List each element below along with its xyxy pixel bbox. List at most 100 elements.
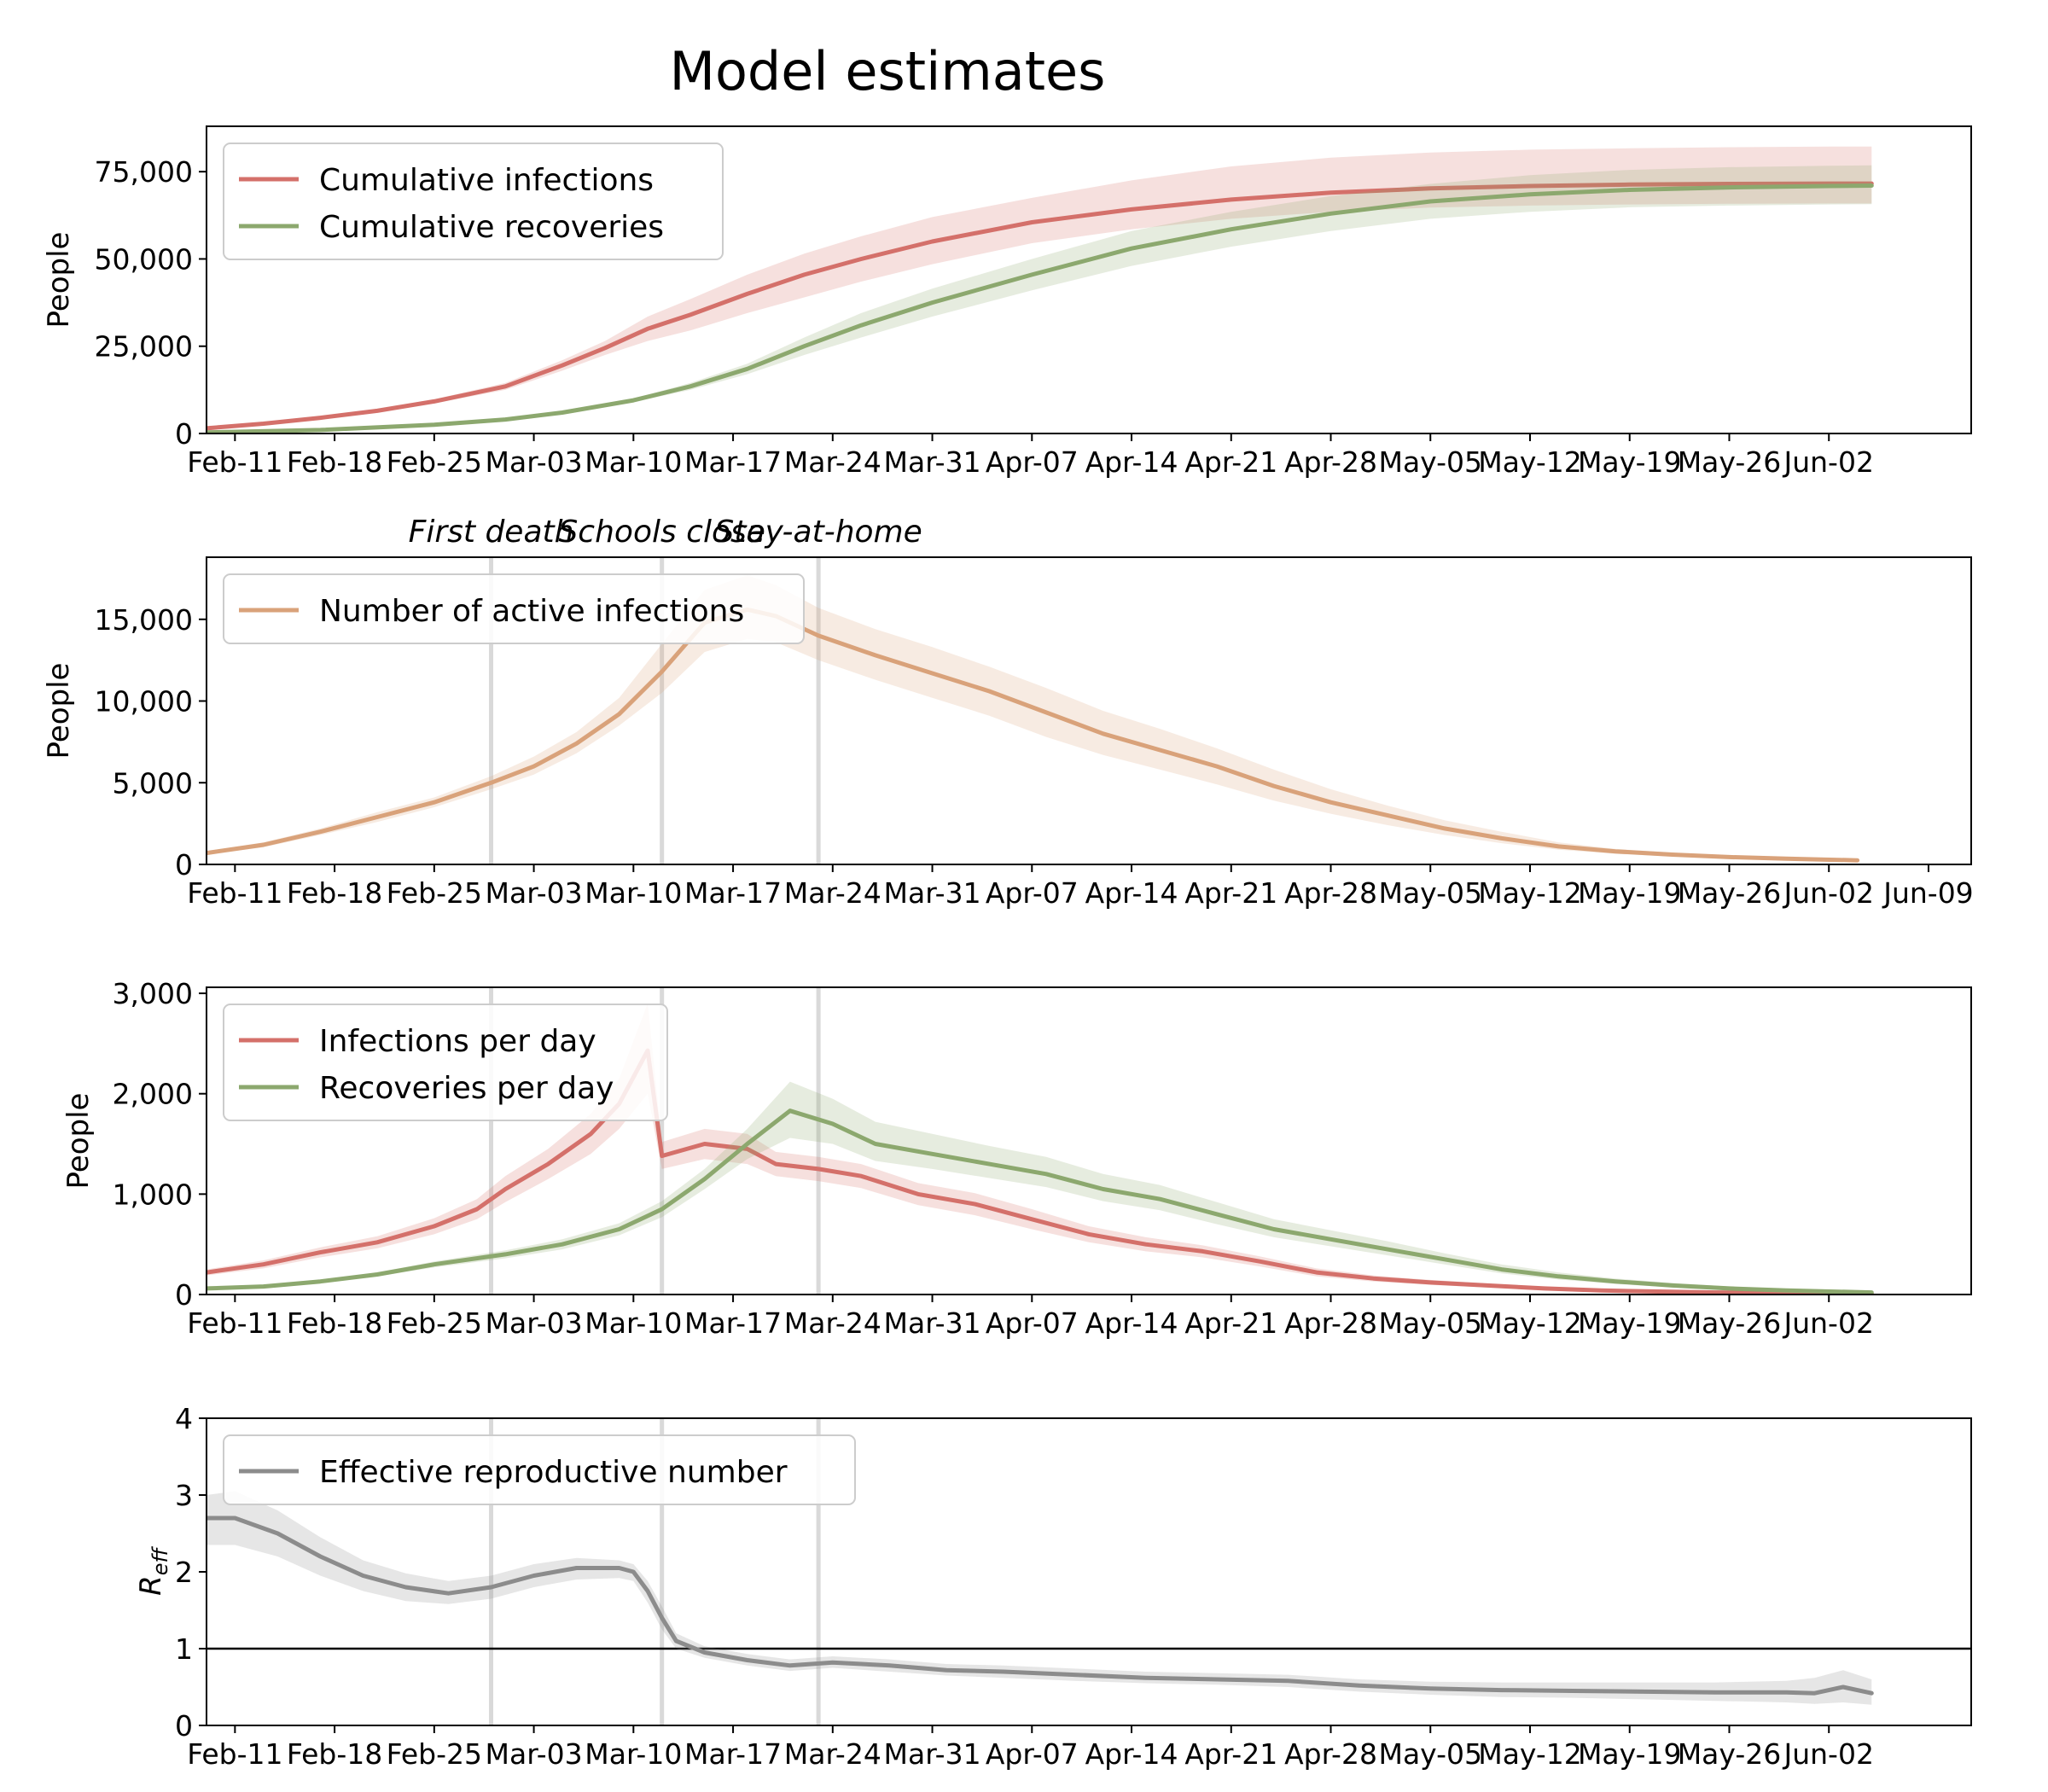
x-tick-label: Feb-11 [187,1737,282,1771]
y-tick-label: 10,000 [95,685,193,719]
x-tick-label: Jun-02 [1782,876,1873,910]
x-tick-label: Apr-21 [1184,876,1277,910]
y-tick-label: 1 [175,1632,193,1666]
x-tick-label: Apr-21 [1184,445,1277,479]
x-tick-label: May-12 [1478,1306,1582,1340]
x-tick-label: Mar-17 [684,1306,782,1340]
x-tick-label: Apr-07 [986,1306,1079,1340]
event-label: Stay-at-home [714,515,922,550]
axes-frame [206,986,1972,1295]
y-axis-label: People [61,1093,96,1190]
x-tick-label: Apr-07 [986,876,1079,910]
x-tick-label: Mar-10 [585,1306,682,1340]
y-tick-label: 0 [175,1278,193,1312]
x-tick-label: May-05 [1378,445,1482,479]
x-tick-label: Jun-09 [1882,876,1973,910]
x-tick-label: Feb-11 [187,876,282,910]
x-tick-label: Mar-10 [585,1737,682,1771]
x-tick-label: Apr-28 [1284,876,1377,910]
x-tick-label: May-26 [1678,1737,1782,1771]
legend-box [223,1004,668,1121]
series-line [207,183,1874,433]
x-tick-label: Apr-28 [1284,1306,1377,1340]
event-label: Schools close [558,515,765,550]
x-tick-label: Feb-11 [187,1306,282,1340]
x-tick-label: Mar-31 [884,445,981,479]
x-tick-label: May-26 [1678,445,1782,479]
x-tick-label: Mar-03 [486,1306,583,1340]
y-tick-label: 75,000 [95,155,193,189]
event-label: First death [409,515,574,550]
y-tick-label: 0 [175,1709,193,1743]
y-tick-label: 15,000 [95,603,193,637]
y-tick-label: 2,000 [113,1078,193,1111]
legend: Infections per day Recoveries per day [223,1004,668,1121]
x-tick-label: May-19 [1578,876,1682,910]
x-tick-label: May-26 [1678,876,1782,910]
y-tick-label: 50,000 [95,242,193,276]
x-tick-label: Jun-02 [1782,445,1873,479]
legend-box [223,573,805,644]
x-tick-label: Mar-17 [684,445,782,479]
uncertainty-band [207,146,1872,429]
x-tick-label: Mar-31 [884,876,981,910]
y-axis-label: People [42,663,76,759]
legend-box [223,1434,856,1505]
series-line [207,1108,1874,1295]
legend: Effective reproductive number [223,1434,856,1505]
x-tick-label: Jun-02 [1782,1306,1873,1340]
x-tick-label: Apr-14 [1085,445,1178,479]
y-tick-label: 3,000 [113,977,193,1010]
x-tick-label: Mar-03 [486,445,583,479]
x-tick-label: May-05 [1378,876,1482,910]
series-line [207,1048,1874,1295]
x-tick-label: Apr-07 [986,445,1079,479]
x-tick-label: Mar-10 [585,876,682,910]
x-tick-label: Mar-31 [884,1306,981,1340]
x-tick-label: Feb-25 [387,876,482,910]
legend: Number of active infections [223,573,805,644]
uncertainty-band [207,575,1858,862]
x-tick-label: Mar-24 [784,445,881,479]
legend-label: Recoveries per day [319,1071,614,1106]
x-tick-label: Mar-03 [486,1737,583,1771]
y-tick-label: 2 [175,1556,193,1589]
x-tick-label: Feb-18 [287,1737,382,1771]
x-tick-label: Apr-21 [1184,1306,1277,1340]
x-tick-label: Apr-14 [1085,1306,1178,1340]
series-line [207,1516,1874,1696]
series-line [207,607,1860,863]
x-tick-label: Feb-25 [387,1737,482,1771]
x-tick-label: May-12 [1478,445,1582,479]
x-tick-label: Mar-24 [784,876,881,910]
panel-daily: 0 1,000 2,000 3,000 Feb-11 Feb-18 Feb-25 Mar-03… [61,977,1972,1340]
axes-frame [206,125,1972,434]
legend-label: Number of active infections [319,594,744,629]
x-tick-label: Mar-24 [784,1737,881,1771]
x-tick-label: Feb-25 [387,445,482,479]
x-tick-label: Apr-14 [1085,876,1178,910]
x-tick-label: May-19 [1578,445,1682,479]
x-tick-label: Apr-28 [1284,445,1377,479]
x-tick-label: Mar-10 [585,445,682,479]
legend-label: Cumulative infections [319,163,654,198]
series-line [207,181,1874,431]
x-tick-label: Mar-17 [684,876,782,910]
panel-reff: 0 1 2 3 4 Feb-11 Feb-18 Feb-25 Mar-03 Mar-10 Mar-1… [134,1402,1972,1771]
x-tick-label: May-05 [1378,1737,1482,1771]
x-tick-label: Apr-28 [1284,1737,1377,1771]
y-axis-label: Reff [134,1545,172,1595]
y-tick-label: 1,000 [113,1178,193,1211]
x-tick-label: May-12 [1478,1737,1582,1771]
legend-label: Cumulative recoveries [319,210,664,245]
x-tick-label: May-26 [1678,1306,1782,1340]
x-tick-label: Mar-17 [684,1737,782,1771]
axes-frame [206,556,1972,865]
legend: Cumulative infections Cumulative recoveri… [223,143,724,260]
x-tick-label: Apr-14 [1085,1737,1178,1771]
y-tick-label: 4 [175,1402,193,1435]
x-tick-label: Mar-31 [884,1737,981,1771]
